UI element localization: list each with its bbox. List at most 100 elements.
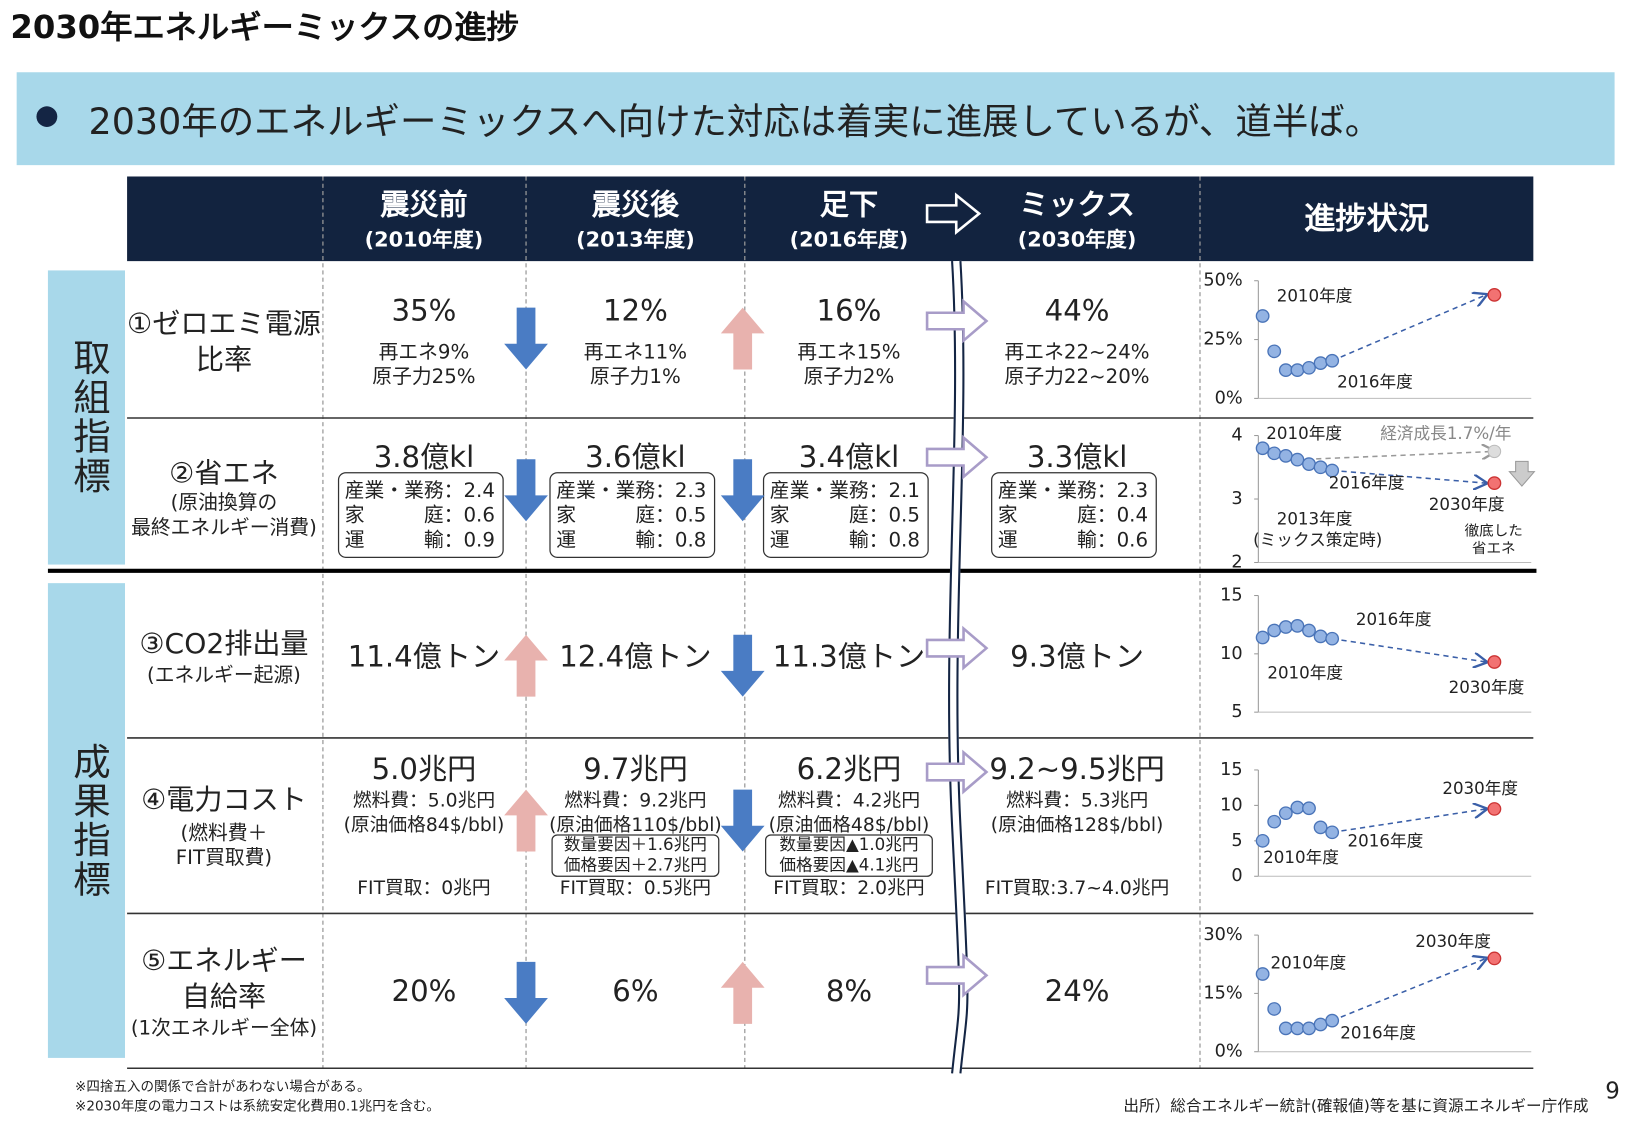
- chart-annotation: 2013年度: [1277, 510, 1353, 529]
- breakdown-item: 産業・業務：2.1: [770, 479, 920, 502]
- y-tick-label: 25%: [1203, 330, 1242, 350]
- cell-value: 35%: [392, 294, 457, 328]
- y-tick-label: 5: [1231, 831, 1242, 851]
- cell-note: 燃料費：5.3兆円: [1006, 790, 1148, 811]
- cell-value: 3.3億kl: [1027, 440, 1127, 474]
- row-label: (エネルギー起源): [147, 664, 301, 687]
- target-point: [1487, 802, 1502, 816]
- cell-value: 12%: [603, 294, 668, 328]
- data-point: [1290, 452, 1305, 467]
- projection-line: [1332, 809, 1486, 834]
- trend-arrow: [504, 307, 548, 370]
- row-label: ③CO2排出量: [139, 627, 308, 660]
- cell-value: 11.3億トン: [773, 640, 925, 674]
- column-subheader: (2030年度): [1018, 228, 1137, 252]
- y-tick-label: 50%: [1203, 271, 1242, 291]
- breakdown-item: 家 庭：0.5: [556, 504, 706, 527]
- column-header: 進捗状況: [1304, 201, 1429, 237]
- data-point: [1290, 800, 1305, 815]
- target-point: [1487, 476, 1502, 491]
- data-point: [1302, 457, 1316, 471]
- breakdown-item: 家 庭：0.4: [998, 504, 1148, 527]
- chart-annotation: 2010年度: [1267, 664, 1343, 683]
- table-header: [127, 176, 1534, 262]
- data-point: [1290, 618, 1305, 633]
- breakdown-box: [762, 472, 929, 558]
- data-point: [1325, 353, 1340, 368]
- data-point: [1267, 814, 1282, 829]
- row-label: 最終エネルギー消費): [131, 516, 317, 539]
- data-point: [1267, 446, 1282, 461]
- data-point: [1278, 620, 1293, 634]
- projection-line: [1332, 469, 1486, 483]
- data-point: [1325, 631, 1340, 646]
- footnote: ※四捨五入の関係で合計があわない場合がある。: [75, 1079, 370, 1095]
- factor-item: 数量要因＋1.6兆円: [564, 835, 707, 854]
- fit-note: FIT買取：2.0兆円: [773, 878, 924, 899]
- trend-arrow: [504, 789, 548, 852]
- column-header: 震災後: [592, 188, 680, 222]
- chart-annotation: 徹底した: [1465, 523, 1523, 540]
- row-label: (原油換算の: [171, 491, 278, 514]
- data-point: [1278, 806, 1293, 821]
- chart-annotation: 2016年度: [1329, 474, 1405, 493]
- breakdown-item: 運 輸：0.6: [998, 528, 1148, 551]
- y-tick-label: 30%: [1203, 925, 1242, 945]
- cell-note: (原油価格128$/bbl): [991, 815, 1164, 836]
- cell-note: 原子力22~20%: [1005, 365, 1150, 388]
- footnote: ※2030年度の電力コストは系統安定化費用0.1兆円を含む。: [75, 1098, 440, 1114]
- row-label: ④電力コスト: [141, 783, 307, 816]
- data-point: [1313, 820, 1328, 835]
- chart-annotation: 2030年度: [1449, 678, 1525, 697]
- cell-value: 6.2兆円: [797, 752, 902, 786]
- trend-arrow: [720, 307, 765, 370]
- target-point: [1487, 287, 1502, 302]
- factor-box: [551, 834, 720, 877]
- row-label: ①ゼロエミ電源: [127, 307, 321, 340]
- header-arrow: [925, 192, 982, 235]
- cell-note: 再エネ9%: [379, 341, 470, 364]
- group-box: [47, 583, 125, 1058]
- data-point: [1278, 363, 1293, 378]
- cell-value: 20%: [392, 974, 457, 1008]
- cell-value: 3.4億kl: [799, 440, 899, 474]
- chart-annotation: 経済成長1.7%/年: [1380, 424, 1511, 443]
- y-tick-label: 0%: [1215, 388, 1243, 408]
- y-tick-label: 15%: [1203, 983, 1242, 1003]
- factor-item: 数量要因▲1.0兆円: [779, 835, 918, 854]
- projection-line: [1331, 958, 1486, 1022]
- data-point: [1290, 363, 1305, 378]
- data-point: [1313, 356, 1328, 370]
- row-label: (燃料費＋: [181, 822, 268, 845]
- row-label: ⑤エネルギー: [141, 944, 307, 977]
- data-point: [1302, 360, 1316, 375]
- trend-arrow: [720, 634, 765, 697]
- data-point: [1290, 1021, 1305, 1036]
- y-tick-label: 15: [1220, 760, 1243, 780]
- mix-arrow: [925, 625, 989, 671]
- factor-box: [765, 834, 933, 877]
- data-point: [1255, 309, 1270, 323]
- trend-arrow: [720, 789, 765, 852]
- cell-value: 11.4億トン: [348, 640, 500, 674]
- cell-value: 3.6億kl: [585, 440, 685, 474]
- chart-annotation: 省エネ: [1472, 540, 1516, 557]
- source: 出所）総合エネルギー統計(確報値)等を基に資源エネルギー庁作成: [1123, 1097, 1588, 1115]
- cell-note: 原子力25%: [372, 365, 475, 388]
- bullet: [36, 106, 58, 127]
- breakdown-item: 運 輸：0.9: [345, 528, 495, 551]
- data-point: [1255, 967, 1270, 981]
- y-tick-label: 0%: [1215, 1042, 1243, 1062]
- data-point: [1255, 630, 1270, 645]
- y-tick-label: 3: [1231, 489, 1242, 509]
- row-label: (1次エネルギー全体): [131, 1017, 317, 1040]
- breakdown-item: 産業・業務：2.3: [556, 479, 706, 502]
- breakdown-item: 家 庭：0.5: [770, 504, 920, 527]
- y-tick-label: 2: [1231, 553, 1242, 573]
- banner: [16, 72, 1615, 166]
- cell-note: (原油価格48$/bbl): [769, 815, 930, 836]
- cell-note: (原油価格110$/bbl): [549, 815, 722, 836]
- reference-point: [1487, 444, 1502, 459]
- column-header: ミックス: [1019, 188, 1135, 222]
- mix-arrow: [925, 434, 989, 480]
